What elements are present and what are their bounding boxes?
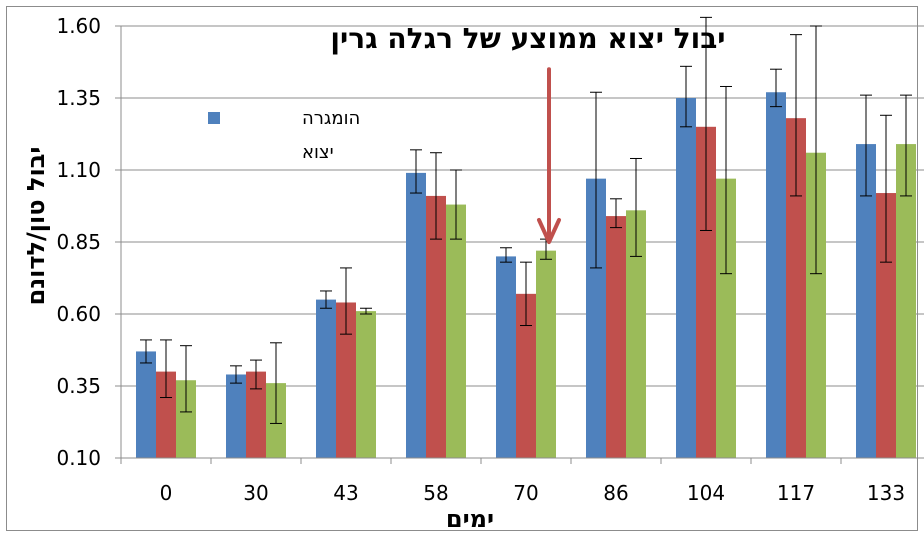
bar [156, 371, 176, 458]
x-tick-label: 43 [333, 481, 358, 505]
bar [626, 210, 646, 458]
bar [426, 195, 446, 459]
bar [246, 371, 266, 458]
bar [446, 204, 466, 458]
error-bars [140, 16, 912, 424]
legend-item-label: יצוא [302, 142, 334, 163]
bar [356, 311, 376, 458]
y-axis-title: יבול טון/לדונם [22, 147, 50, 306]
x-tick-label: 30 [243, 481, 268, 505]
annotation-arrowhead [537, 218, 561, 244]
bar [136, 351, 156, 458]
bar [536, 250, 556, 458]
bar [316, 299, 336, 458]
y-tick-label: 0.60 [56, 302, 101, 326]
legend: הומגרה יצוא [208, 108, 360, 163]
bar [676, 98, 696, 458]
bar [896, 144, 916, 458]
bar [516, 293, 536, 458]
x-tick-label: 133 [867, 481, 905, 505]
x-axis-title: ימים [446, 505, 494, 533]
bar [786, 118, 806, 458]
bar [406, 172, 426, 458]
x-tick-label: 104 [687, 481, 725, 505]
x-tick-label: 0 [160, 481, 173, 505]
bar [226, 374, 246, 458]
bar [586, 178, 606, 458]
y-tick-label: 0.85 [56, 230, 101, 254]
bar [606, 216, 626, 458]
bar [496, 256, 516, 458]
bars [136, 92, 916, 459]
x-tick-label: 117 [777, 481, 815, 505]
bar [336, 302, 356, 458]
x-tick-label: 58 [423, 481, 448, 505]
bar [716, 178, 736, 458]
axes [115, 25, 924, 464]
annotations [537, 67, 561, 244]
chart-title: יבול יצוא ממוצע של רגלה גרין [330, 22, 725, 55]
bar [856, 144, 876, 458]
x-tick-label: 70 [513, 481, 538, 505]
bar [876, 193, 896, 459]
tick-labels: 0.10 0.35 0.60 0.85 1.10 1.35 1.60 0 30 43 58 70 86 1… [56, 14, 905, 505]
legend-swatch [208, 112, 220, 124]
y-tick-label: 1.35 [56, 86, 101, 110]
bar [766, 92, 786, 459]
y-tick-label: 0.35 [56, 374, 101, 398]
bar [176, 380, 196, 458]
bar [806, 152, 826, 458]
y-tick-label: 0.10 [56, 446, 101, 470]
y-tick-label: 1.60 [56, 14, 101, 38]
legend-item-label: הומגרה [302, 108, 360, 129]
bar [696, 126, 716, 459]
y-tick-label: 1.10 [56, 158, 101, 182]
x-tick-label: 86 [603, 481, 628, 505]
